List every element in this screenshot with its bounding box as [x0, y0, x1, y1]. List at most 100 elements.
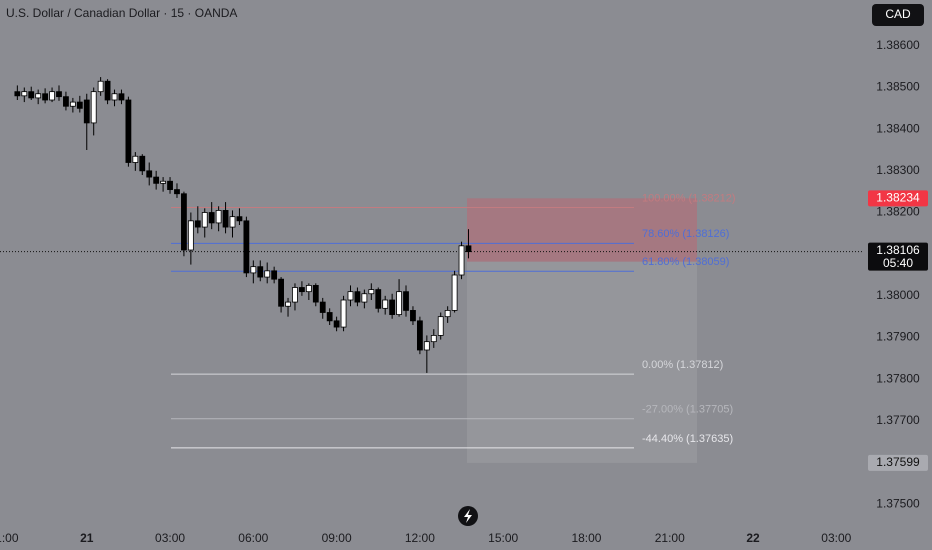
y-tick-label: 1.37800	[876, 371, 920, 385]
candle-body	[243, 220, 250, 274]
candle-body	[285, 301, 291, 307]
candle-body	[451, 274, 458, 311]
y-tick-label: 1.38200	[876, 205, 920, 219]
candle-body	[208, 212, 215, 224]
candle-body	[21, 91, 28, 97]
y-tick-label: 1.37500	[876, 496, 920, 510]
x-tick-label: 21:00	[0, 531, 19, 545]
plot-area: 100.00% (1.38212) 78.60% (1.38126) 61.80% …	[0, 77, 862, 463]
fib-label: 0.00% (1.37812)	[642, 359, 723, 371]
candle-body	[347, 291, 354, 301]
stop-price: 1.38234	[876, 191, 920, 205]
candle-body	[111, 93, 118, 101]
candle-body	[28, 91, 35, 99]
candle-body	[14, 91, 21, 97]
candle-body	[250, 266, 257, 274]
fib-label: -44.40% (1.37635)	[642, 433, 733, 445]
candle-body	[319, 301, 326, 313]
candle-body	[257, 266, 264, 278]
stop-price-bg	[868, 190, 928, 207]
y-tick-label: 1.38300	[876, 163, 920, 177]
candle-body	[63, 96, 69, 107]
candle-body	[42, 93, 49, 101]
x-tick-label: 18:00	[571, 531, 601, 545]
icon-bolt[interactable]	[464, 509, 472, 523]
currency-button[interactable]	[872, 4, 924, 26]
candle-body	[125, 99, 132, 163]
candle-body	[403, 291, 409, 311]
candle-body	[201, 212, 208, 228]
candle-body	[83, 99, 90, 124]
candle-body	[444, 310, 451, 318]
fib-label: 61.80% (1.38059)	[642, 256, 729, 268]
candle-body	[264, 270, 271, 278]
target-price-bg	[868, 454, 928, 471]
candle-body	[229, 216, 236, 228]
candle-body	[139, 155, 146, 172]
x-tick-label: 22	[746, 531, 760, 545]
candle-body	[465, 245, 472, 253]
candle-body	[278, 278, 284, 307]
y-tick-label: 1.37900	[876, 330, 920, 344]
candle-body	[430, 335, 437, 343]
candle-body	[271, 270, 278, 280]
candle-body	[35, 93, 42, 99]
last-price-bg	[868, 242, 928, 271]
candle-body	[416, 320, 423, 351]
candle-body	[49, 91, 55, 101]
candle-body	[305, 285, 312, 293]
candle-body	[181, 193, 187, 251]
candle-body	[167, 180, 173, 190]
candle-body	[104, 80, 111, 101]
candle-body	[222, 210, 229, 228]
candle-body	[340, 299, 347, 328]
candle-body	[215, 210, 222, 224]
target-zone	[467, 261, 697, 463]
candle-body	[437, 316, 444, 336]
x-tick-label: 21	[80, 531, 94, 545]
x-tick-label: 03:00	[155, 531, 185, 545]
candle-body	[292, 287, 298, 303]
candle-body	[333, 320, 340, 328]
candle-body	[174, 189, 180, 195]
candle-body	[90, 91, 97, 124]
candle-body	[160, 180, 166, 184]
candle-body	[132, 155, 139, 163]
candle-body	[146, 170, 153, 178]
last-price-countdown: 05:40	[883, 256, 913, 270]
candle-body	[187, 220, 194, 251]
replay-icon[interactable]	[458, 506, 478, 526]
candle-body	[375, 289, 382, 309]
candle-body	[194, 220, 201, 228]
candle-body	[326, 312, 333, 322]
last-price: 1.38106	[876, 243, 920, 257]
y-tick-label: 1.38000	[876, 288, 920, 302]
fib-label: 78.60% (1.38126)	[642, 228, 729, 240]
candle-body	[396, 291, 402, 315]
y-tick-label: 1.38500	[876, 80, 920, 94]
fib-label: -27.00% (1.37705)	[642, 404, 733, 416]
candle-body	[118, 93, 125, 101]
y-tick-label: 1.37700	[876, 413, 920, 427]
candle-body	[312, 285, 319, 303]
x-tick-label: 09:00	[322, 531, 352, 545]
candle-body	[354, 291, 361, 303]
candle-body	[299, 287, 305, 293]
candle-body	[423, 341, 430, 351]
y-tick-label: 1.38600	[876, 38, 920, 52]
candle-body	[56, 91, 62, 98]
candle-body	[389, 299, 396, 315]
currency-label[interactable]: CAD	[885, 7, 911, 21]
x-tick-label: 12:00	[405, 531, 435, 545]
x-tick-label: 06:00	[238, 531, 268, 545]
candle-body	[153, 176, 160, 184]
x-tick-label: 15:00	[488, 531, 518, 545]
candle-body	[382, 299, 389, 309]
x-tick-label: 21:00	[655, 531, 685, 545]
candle-body	[236, 216, 243, 222]
candle-body	[69, 101, 76, 107]
fib-label: 100.00% (1.38212)	[642, 192, 736, 204]
candle-body	[458, 245, 465, 276]
candle-body	[368, 289, 375, 295]
